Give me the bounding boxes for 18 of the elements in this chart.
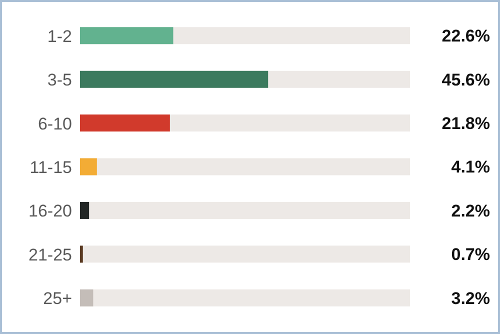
y-tick-label: 11-15 — [30, 158, 72, 178]
bar — [80, 289, 94, 306]
data-label: 4.1% — [451, 158, 490, 177]
bar — [80, 246, 83, 263]
y-tick-label: 1-2 — [47, 26, 72, 46]
data-label: 22.6% — [442, 26, 490, 46]
bar — [80, 202, 90, 219]
data-label: 0.7% — [451, 245, 490, 264]
y-tick-label: 21-25 — [28, 245, 72, 264]
y-tick-label: 6-10 — [38, 114, 72, 134]
data-label: 21.8% — [442, 114, 490, 133]
y-tick-label: 3-5 — [47, 70, 72, 90]
bar — [80, 158, 97, 176]
y-tick-label: 16-20 — [28, 202, 72, 221]
data-label: 3.2% — [451, 288, 490, 308]
data-label: 2.2% — [451, 201, 490, 220]
data-label: 45.6% — [442, 70, 490, 90]
y-tick-label: 25+ — [43, 289, 72, 308]
